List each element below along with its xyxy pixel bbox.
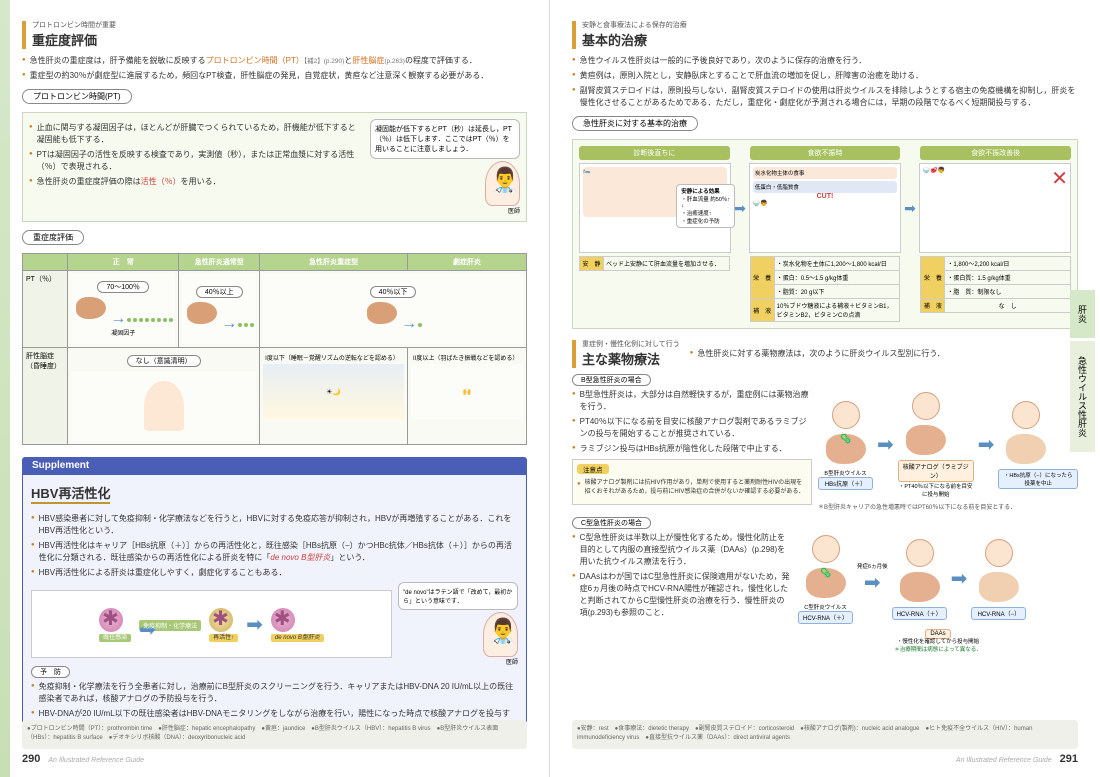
section-title: 重症度評価	[32, 30, 116, 49]
bullet: 急性肝炎の重症度は，肝予備能を鋭敏に反映するプロトロンビン時間（PT）【補2】(…	[22, 55, 527, 67]
pill-prevention: 予 防	[31, 666, 70, 678]
page-left: プロトロンビン時間が重要 重症度評価 急性肝炎の重症度は，肝予備能を鋭敏に反映す…	[0, 0, 550, 777]
speech-bubble: 凝固能が低下するとPT（秒）は延長し，PT（％）は低下します．ここではPT（％）…	[370, 119, 520, 159]
pill-hepc: C型急性肝炎の場合	[572, 517, 651, 529]
supplement-header: Supplement	[22, 457, 527, 474]
margin-bar	[0, 0, 10, 777]
section-header-severity: プロトロンビン時間が重要 重症度評価	[22, 20, 527, 49]
footnote: ●プロトロンビン時間（PT）：prothrombin time ●肝性脳症：he…	[22, 720, 527, 749]
footnote: ●安静：rest ●食事療法：dietetic therapy ●副腎皮質ステロ…	[572, 720, 1078, 749]
section-subtitle: プロトロンビン時間が重要	[32, 20, 116, 30]
hepc-flow: 🦠C型肝炎ウイルスHCV-RNA（＋） 発症6ヵ月後➡ HCV-RNA（＋） ➡…	[798, 533, 1078, 624]
supplement-body: HBV再活性化 HBV感染患者に対して免疫抑制・化学療法などを行うと，HBVに対…	[22, 474, 527, 744]
section-header-drug: 重症例・慢性化例に対して行う 主な薬物療法 急性肝炎に対する薬物療法は，次のよう…	[572, 339, 1078, 368]
doctor-icon	[485, 161, 520, 206]
pill-severity: 重症度評価	[22, 230, 84, 245]
section-header-basic: 安静と食事療法による保存的治療 基本的治療	[572, 20, 1078, 49]
treatment-flow: 診断後直ちに 食欲不振時 食欲不振改善後 🛏️ 安静による効果 ・肝血流量 約5…	[572, 139, 1078, 329]
side-tabs: 肝炎 急性ウイルス性肝炎	[1070, 290, 1100, 452]
severity-table: 正 常急性肝炎通常型急性肝炎重症型劇症肝炎 PT（％） 70〜100％→凝固因子…	[22, 253, 527, 445]
hepb-flow: 🦠B型肝炎ウイルスHBs抗原（＋） ➡ 核酸アナログ（ラミブジン）・PT40％以…	[818, 390, 1078, 498]
pill-basic-treatment: 急性肝炎に対する基本的治療	[572, 116, 698, 131]
accent-bar	[22, 21, 26, 49]
doctor-icon	[483, 612, 518, 657]
bullet: 重症型の約30％が劇症型に進展するため，頻回なPT検査，肝性脳症の発見，自覚症状…	[22, 70, 527, 82]
pill-pt: プロトロンビン時間(PT)	[22, 89, 132, 104]
pill-hepb: B型急性肝炎の場合	[572, 374, 651, 386]
caution-box: 注意点 核酸アナログ製剤には抗HIV作用があり，単剤で使用すると薬剤耐性HIVの…	[572, 459, 812, 505]
page-right: 肝炎 急性ウイルス性肝炎 安静と食事療法による保存的治療 基本的治療 急性ウイル…	[550, 0, 1100, 777]
footer: ●安静：rest ●食事療法：dietetic therapy ●副腎皮質ステロ…	[572, 720, 1078, 765]
pt-box: 止血に関与する凝固因子は，ほとんどが肝臓でつくられているため，肝機能が低下すると…	[22, 112, 527, 222]
supplement-title: HBV再活性化	[31, 483, 110, 504]
hbv-flow-diagram: 既往感染 ➡免疫抑制・化学療法 再活性↑ ➡ de novo B型肝炎	[31, 590, 392, 658]
footer: ●プロトロンビン時間（PT）：prothrombin time ●肝性脳症：he…	[22, 720, 527, 765]
